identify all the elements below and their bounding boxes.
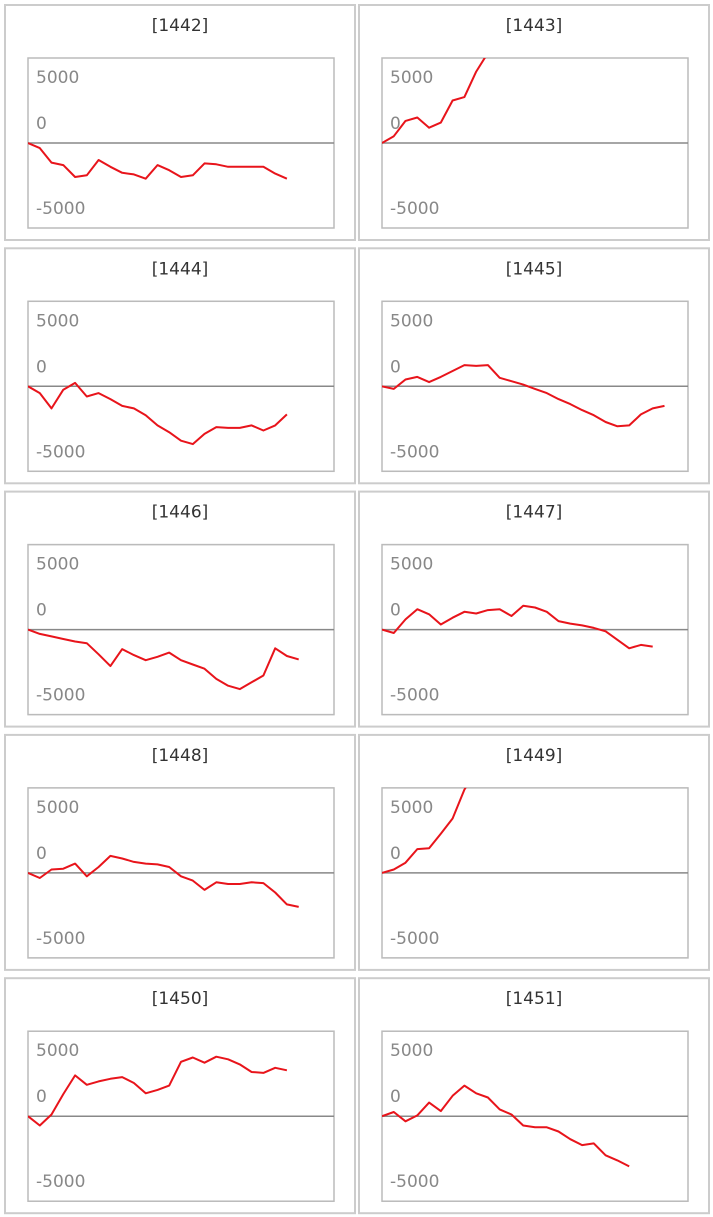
chart-panel: [1444] -5000 0 5000 [4,247,356,485]
chart-title: [1445] [506,259,563,279]
y-tick-label: 0 [390,114,401,134]
y-tick-label: 5000 [390,1041,433,1061]
y-tick-label: 5000 [36,311,79,331]
data-line [28,1055,288,1127]
y-tick-label: 0 [390,357,401,377]
chart-title: [1449] [506,746,563,766]
y-tick-label: 0 [390,601,401,621]
data-line [28,381,288,446]
y-tick-label: -5000 [36,1172,85,1192]
y-tick-label: 0 [36,114,47,134]
chart-panel: [1447] -5000 0 5000 [358,490,710,728]
y-tick-label: -5000 [36,442,85,462]
y-tick-label: -5000 [390,929,439,949]
chart-title: [1442] [152,16,209,36]
y-tick-label: -5000 [36,199,85,219]
data-line [382,787,467,874]
chart-panel: [1443] -5000 0 5000 [358,4,710,241]
y-tick-label: 0 [36,1087,47,1107]
chart-title: [1450] [152,989,209,1009]
y-tick-label: 5000 [390,68,433,88]
y-tick-label: 5000 [36,68,79,88]
y-tick-label: 0 [36,844,47,864]
chart-panel: [1450] -5000 0 5000 [4,977,356,1215]
chart-panel: [1451] -5000 0 5000 [358,977,710,1215]
y-tick-label: 5000 [36,798,79,818]
chart-panel: [1446] -5000 0 5000 [4,490,356,728]
y-tick-label: -5000 [36,929,85,949]
y-tick-label: 0 [390,1087,401,1107]
y-tick-label: 0 [390,844,401,864]
y-tick-label: -5000 [36,686,85,706]
data-line [28,142,288,180]
chart-title: [1447] [506,503,563,523]
y-tick-label: -5000 [390,1172,439,1192]
y-tick-label: -5000 [390,199,439,219]
data-line [28,628,299,691]
chart-panel: [1449] -5000 0 5000 [358,733,710,971]
y-tick-label: 5000 [390,311,433,331]
y-tick-label: 5000 [390,555,433,575]
data-line [28,854,299,908]
chart-panel: [1445] -5000 0 5000 [358,247,710,485]
chart-title: [1443] [506,16,563,36]
chart-panel: [1448] -5000 0 5000 [4,733,356,971]
data-line [382,604,653,650]
data-line [382,58,486,144]
y-tick-label: 0 [36,357,47,377]
y-tick-label: -5000 [390,686,439,706]
chart-title: [1448] [152,746,209,766]
data-line [382,364,665,428]
chart-title: [1444] [152,259,209,279]
y-tick-label: 0 [36,601,47,621]
y-tick-label: 5000 [390,798,433,818]
chart-panel: [1442] -5000 0 5000 [4,4,356,241]
data-line [382,1084,630,1168]
y-tick-label: 5000 [36,555,79,575]
y-tick-label: -5000 [390,442,439,462]
y-tick-label: 5000 [36,1041,79,1061]
chart-title: [1446] [152,503,209,523]
chart-title: [1451] [506,989,563,1009]
